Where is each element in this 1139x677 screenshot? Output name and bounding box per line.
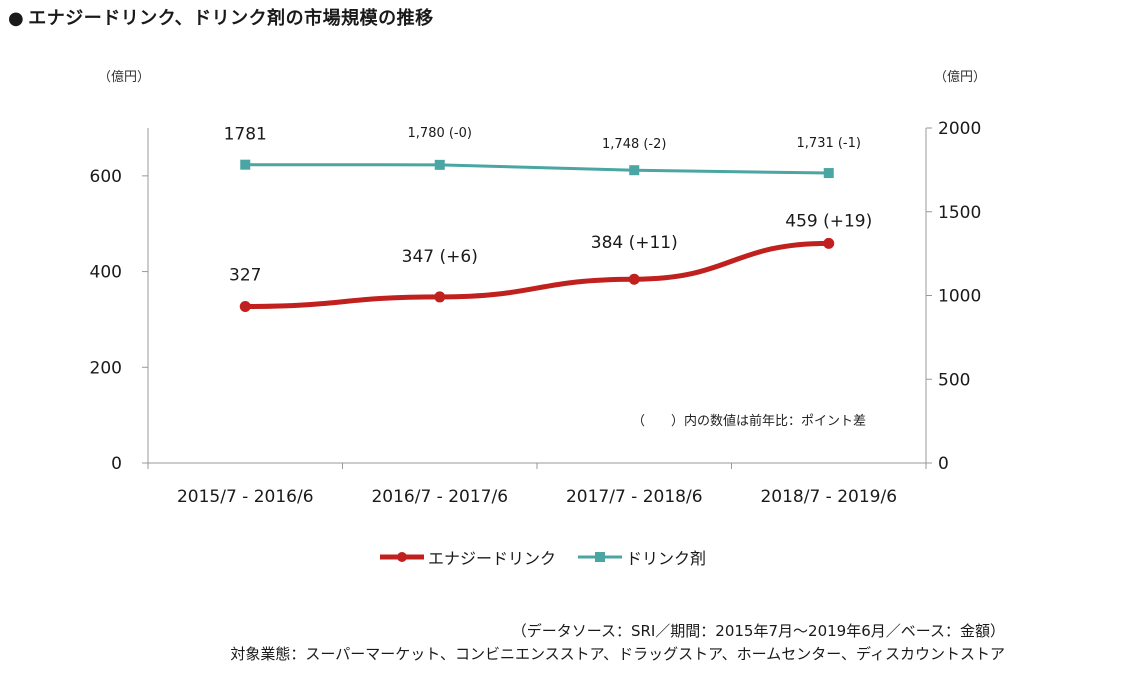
legend-swatch-energy [380,552,424,562]
x-tick-label: 2015/7 - 2016/6 [177,487,314,507]
x-tick-label: 2017/7 - 2018/6 [566,487,703,507]
title-text: エナジードリンク、ドリンク剤の市場規模の推移 [28,8,434,29]
left-y-tick-label: 400 [90,263,122,283]
x-tick-label: 2018/7 - 2019/6 [760,487,897,507]
left-y-tick-label: 200 [90,358,122,378]
right-y-tick-label: 0 [938,454,949,474]
right-y-tick-label: 1000 [938,287,981,307]
data-label-drink: 1,731 (-1) [797,136,861,151]
data-label-energy: 347 (+6) [402,247,478,267]
left-y-tick-label: 600 [90,167,122,187]
series-line-energy [242,240,832,310]
right-y-tick-label: 1500 [938,203,981,223]
chart-note: （ ）内の数値は前年比：ポイント差 [632,414,867,429]
point-energy [239,301,251,313]
point-energy [628,273,640,285]
legend-item-energy: エナジードリンク [380,545,556,569]
legend-swatch-drink [578,552,623,562]
x-tick-label: 2016/7 - 2017/6 [371,487,508,507]
point-drink [823,168,834,179]
data-label-energy: 384 (+11) [591,233,678,253]
left-y-tick-label: 0 [111,454,122,474]
chart-title: ● エナジードリンク、ドリンク剤の市場規模の推移 [8,4,434,30]
right-y-tick-label: 2000 [938,119,981,139]
data-label-drink: 1781 [224,125,267,145]
right-y-tick-label: 500 [938,370,970,390]
legend-item-drink: ドリンク剤 [578,545,706,569]
title-bullet: ● [8,8,25,29]
point-energy [434,291,446,303]
point-drink [240,159,251,170]
point-drink [434,159,445,170]
data-source-note: （データソース：SRI／期間：2015年7月～2019年6月／ベース：金額） [511,622,1005,640]
point-energy [823,237,835,249]
point-drink [629,165,640,176]
series-line-drink [243,163,831,175]
data-label-drink: 1,780 (-0) [408,126,472,141]
legend-label-drink: ドリンク剤 [626,549,707,568]
data-label-energy: 459 (+19) [785,211,872,231]
data-label-drink: 1,748 (-2) [602,137,666,152]
left-axis-unit: （億円） [98,70,151,85]
legend: エナジードリンク ドリンク剤 [380,546,728,568]
store-scope-note: 対象業態：スーパーマーケット、コンビニエンスストア、ドラッグストア、ホームセンタ… [230,645,1005,663]
right-axis-unit: （億円） [934,70,987,85]
legend-label-energy: エナジードリンク [428,549,557,568]
data-label-energy: 327 [229,266,261,286]
